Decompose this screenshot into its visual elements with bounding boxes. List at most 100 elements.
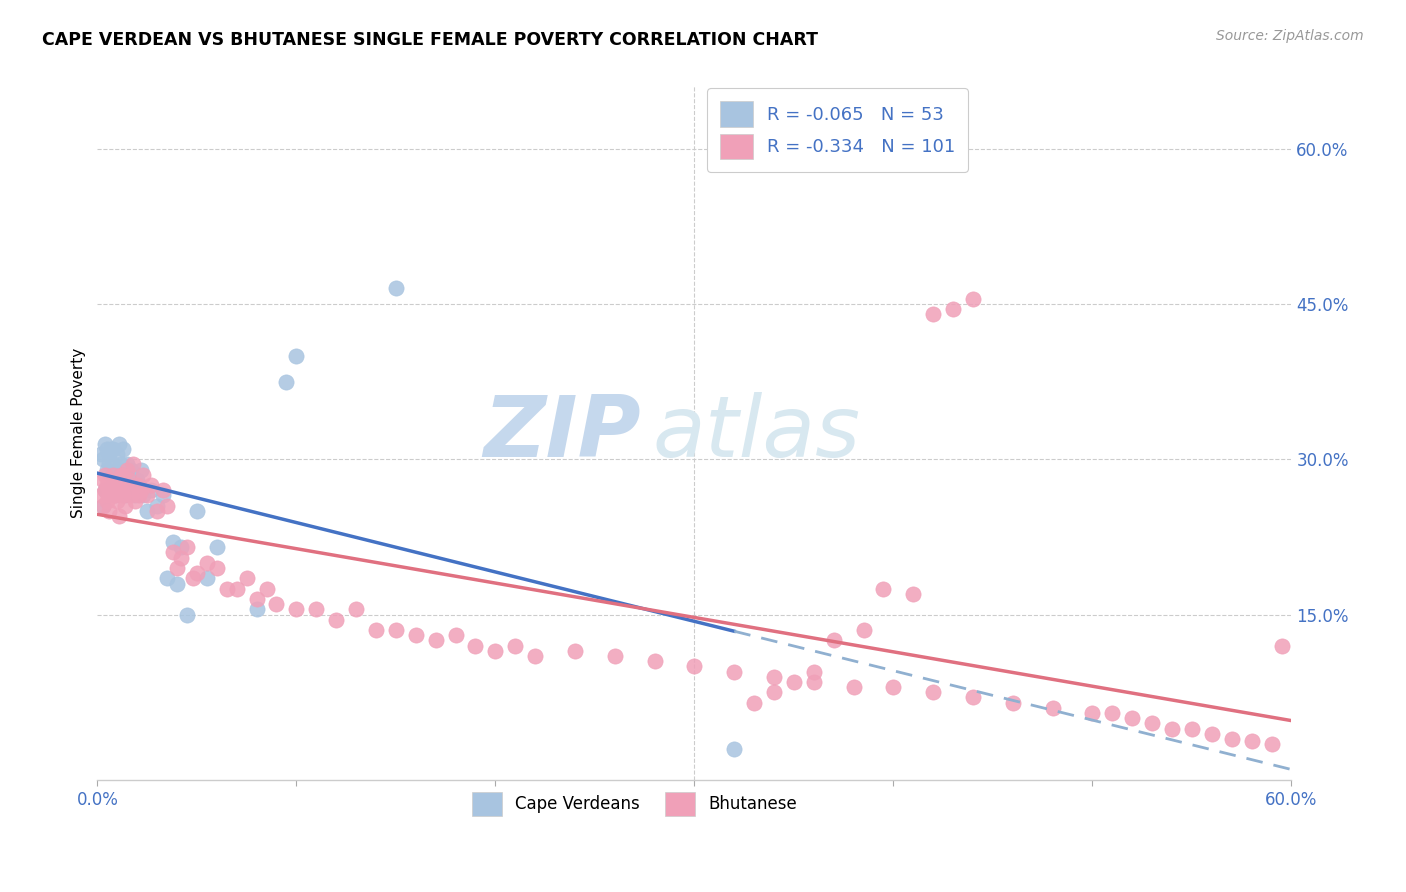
Point [742,696,765,710]
Point [100,467,122,482]
Point [103,442,125,456]
Point [364,623,387,637]
Point [127,473,149,487]
Point [112,467,135,482]
Point [344,602,367,616]
Point [152,483,174,498]
Point [1121,711,1143,725]
Point [723,742,745,756]
Point [176,607,198,622]
Point [235,571,257,585]
Point [152,488,174,502]
Point [98,504,121,518]
Point [1140,716,1163,731]
Text: Source: ZipAtlas.com: Source: ZipAtlas.com [1216,29,1364,43]
Point [1260,737,1282,751]
Point [181,571,204,585]
Point [903,587,925,601]
Point [128,488,150,502]
Point [803,674,825,689]
Point [156,499,179,513]
Point [90,488,112,502]
Point [162,545,184,559]
Point [146,504,169,518]
Point [170,541,193,555]
Point [96,478,118,492]
Point [104,467,127,482]
Point [170,550,193,565]
Point [842,680,865,694]
Point [1270,639,1292,653]
Point [108,436,131,450]
Point [115,473,138,487]
Point [100,442,122,456]
Point [108,509,131,524]
Point [90,447,112,461]
Point [115,483,138,498]
Point [100,473,122,487]
Point [1201,727,1223,741]
Point [922,685,945,699]
Point [162,535,184,549]
Point [114,499,136,513]
Point [94,436,117,450]
Point [962,690,984,705]
Point [325,613,347,627]
Point [1240,734,1263,748]
Point [103,458,125,472]
Point [103,478,125,492]
Point [96,462,118,476]
Point [176,541,198,555]
Point [120,462,142,476]
Point [405,628,427,642]
Point [94,467,117,482]
Point [723,665,745,679]
Point [1001,696,1024,710]
Point [110,458,132,472]
Point [1161,722,1184,736]
Point [91,499,114,513]
Point [122,458,145,472]
Point [96,493,118,508]
Point [205,541,228,555]
Point [105,467,128,482]
Point [872,582,894,596]
Text: ZIP: ZIP [484,392,641,475]
Point [1081,706,1104,720]
Point [110,467,132,482]
Point [1042,700,1064,714]
Point [1220,731,1243,746]
Point [112,442,135,456]
Text: atlas: atlas [652,392,860,475]
Point [120,488,142,502]
Point [1101,706,1123,720]
Point [108,478,131,492]
Point [104,478,127,492]
Point [115,458,138,472]
Point [385,281,408,295]
Point [195,556,218,570]
Point [922,307,945,321]
Point [136,504,159,518]
Legend: Cape Verdeans, Bhutanese: Cape Verdeans, Bhutanese [464,784,806,824]
Point [127,478,149,492]
Point [118,473,141,487]
Point [484,644,506,658]
Point [285,602,308,616]
Point [763,670,786,684]
Point [186,504,208,518]
Point [114,488,136,502]
Point [118,467,141,482]
Point [276,375,298,389]
Point [98,447,121,461]
Point [104,488,127,502]
Point [110,483,132,498]
Point [882,680,904,694]
Point [132,488,155,502]
Point [524,648,547,663]
Point [124,488,146,502]
Point [683,659,706,673]
Point [105,473,128,487]
Point [156,571,179,585]
Point [100,478,122,492]
